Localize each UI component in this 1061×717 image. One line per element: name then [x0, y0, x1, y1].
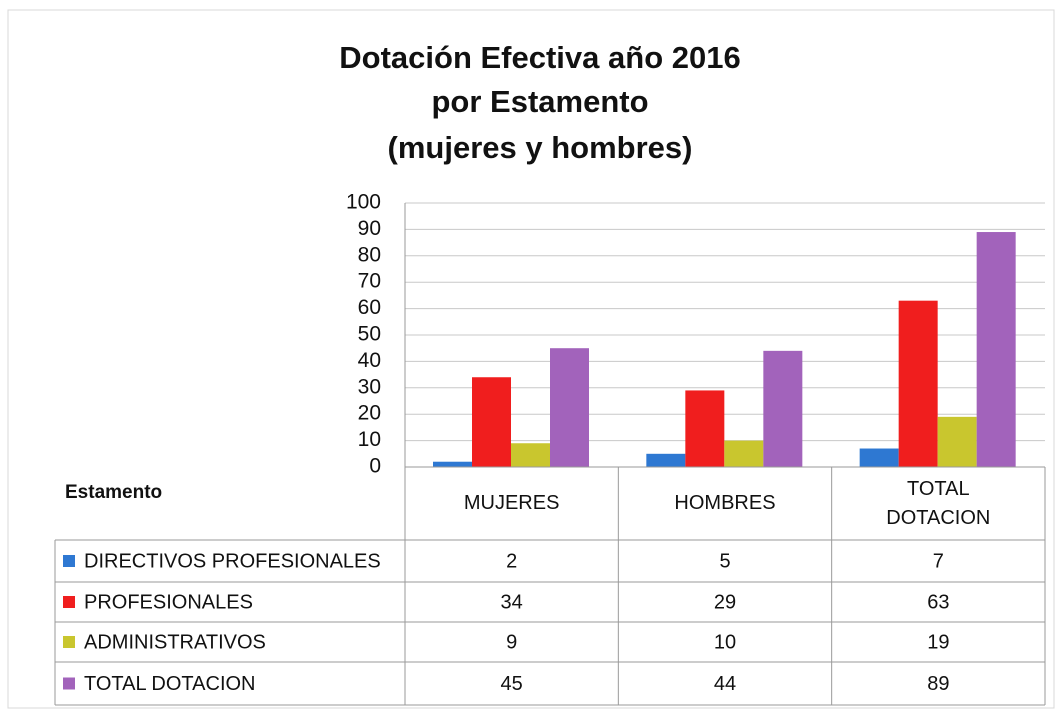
table-cell: 44: [714, 673, 736, 695]
category-label: TOTAL DOTACION: [886, 477, 991, 529]
y-tick-label: 80: [358, 243, 381, 266]
bar: [433, 461, 472, 467]
frame: [7, 9, 1055, 709]
table-cell: 45: [501, 673, 523, 695]
legend-label: TOTAL DOTACION: [84, 673, 256, 695]
y-tick-label: 70: [358, 270, 381, 293]
legend-swatch: [63, 555, 75, 567]
category-label: HOMBRES: [674, 492, 776, 514]
legend-swatch: [63, 636, 75, 648]
y-tick-label: 0: [369, 455, 381, 478]
table-cell: 89: [927, 673, 949, 695]
legend-label: ADMINISTRATIVOS: [84, 631, 266, 653]
bar: [859, 448, 899, 467]
chart-title: (mujeres y hombres): [388, 130, 693, 165]
table-header: Estamento: [65, 482, 162, 503]
bar: [937, 416, 977, 467]
bar: [511, 443, 550, 467]
legend-swatch: [63, 677, 75, 690]
table-cell: 10: [714, 631, 736, 653]
bar: [763, 350, 803, 467]
bar: [646, 453, 686, 467]
table-cell: 63: [927, 591, 949, 613]
table-cell: 5: [719, 550, 730, 572]
category-header: HOMBRES: [674, 492, 776, 514]
legend-swatch: [63, 596, 75, 608]
bar: [898, 300, 938, 467]
table-cell: 34: [501, 591, 523, 613]
legend-label: PROFESIONALES: [84, 591, 253, 613]
y-tick-label: 30: [358, 375, 381, 398]
y-tick-label: 100: [346, 191, 381, 214]
bar: [976, 232, 1016, 467]
table-cell: 7: [933, 550, 944, 572]
y-tick-label: 90: [358, 217, 381, 240]
y-tick-label: 40: [358, 349, 381, 372]
bar: [685, 390, 725, 467]
table-cell: 9: [506, 631, 517, 653]
table-cell: 29: [714, 591, 736, 613]
category-label: MUJERES: [463, 492, 560, 514]
table-cell: 19: [927, 631, 949, 653]
y-tick-label: 60: [358, 296, 381, 319]
category-header: TOTAL DOTACION: [886, 477, 991, 529]
bar: [472, 377, 511, 467]
bar: [724, 440, 764, 467]
legend-label: DIRECTIVOS PROFESIONALES: [84, 550, 381, 572]
y-tick-label: 10: [358, 428, 381, 451]
chart-title: Dotación Efectiva año 2016: [339, 40, 740, 75]
category-header: MUJERES: [463, 492, 560, 514]
y-tick-label: 50: [358, 323, 381, 346]
table-cell: 2: [506, 550, 517, 572]
chart-title: por Estamento: [431, 84, 648, 119]
bar: [550, 348, 589, 467]
y-tick-label: 20: [358, 402, 381, 425]
